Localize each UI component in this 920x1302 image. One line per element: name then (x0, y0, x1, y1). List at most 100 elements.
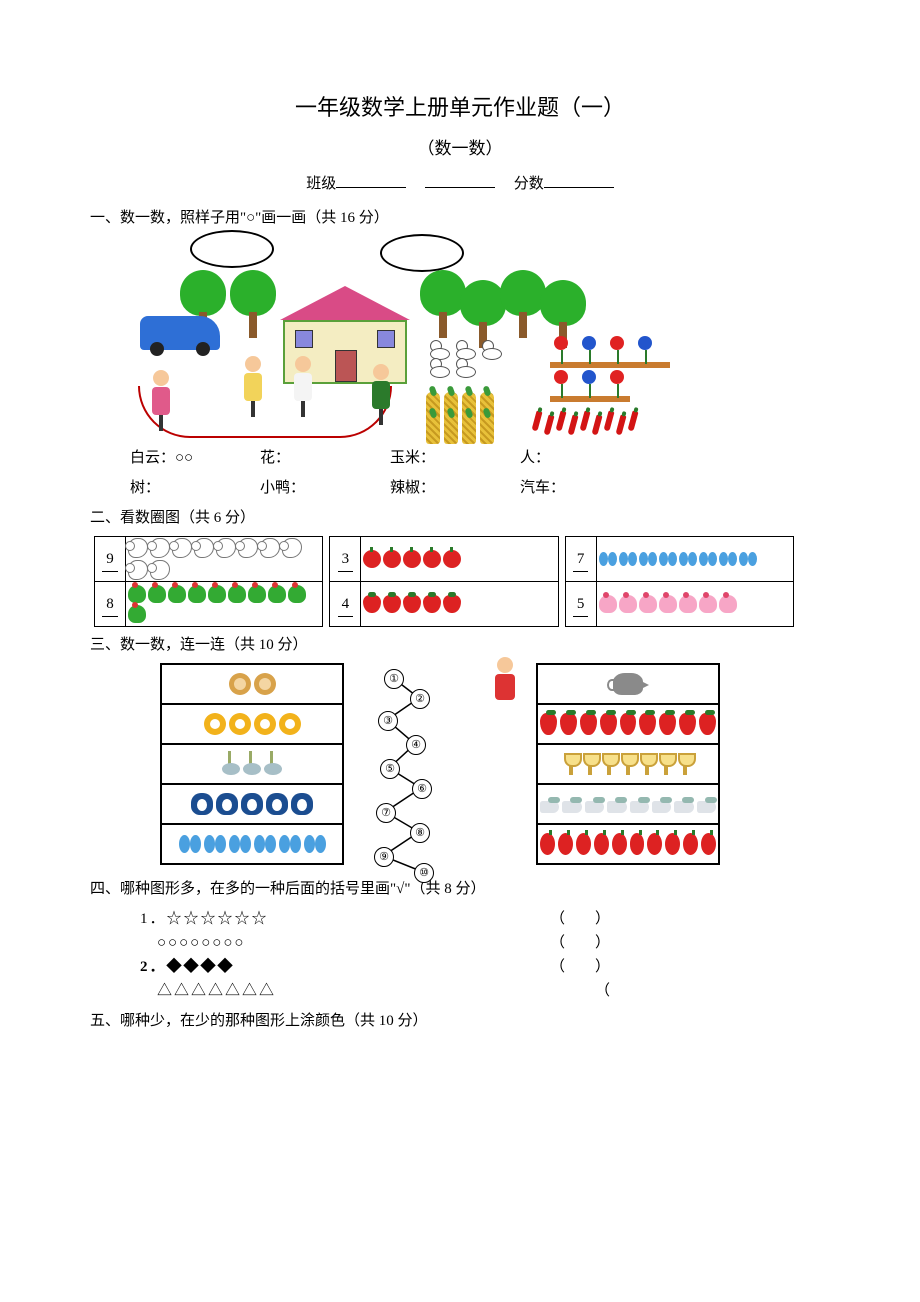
q3-row[interactable] (538, 785, 718, 825)
apple2-icon (540, 833, 555, 855)
plane-icon (630, 801, 649, 813)
butterfly-icon (659, 550, 677, 568)
q2-pics[interactable] (126, 582, 322, 626)
q4-paren[interactable]: （ ） (550, 931, 610, 955)
q2-number: 8 (95, 582, 126, 626)
q1-answer-item[interactable]: 辣椒： (390, 476, 520, 500)
q1-answer-item[interactable]: 玉米： (390, 446, 520, 470)
flower-icon (610, 370, 626, 398)
duck2-icon (128, 560, 148, 580)
q4-paren[interactable]: （ (595, 979, 610, 1003)
chili-icon (628, 411, 639, 432)
duck-icon (430, 358, 452, 376)
apple2-icon (701, 833, 716, 855)
score-label: 分数 (514, 176, 544, 192)
q2-pics[interactable] (597, 582, 793, 626)
duck2-icon (150, 560, 170, 580)
q3-row[interactable] (538, 825, 718, 863)
penguin-icon (216, 793, 238, 815)
q4-paren[interactable]: （ ） (550, 907, 610, 931)
q3-row[interactable] (538, 745, 718, 785)
q2-row: 8 (95, 582, 322, 626)
apple-icon (423, 550, 441, 568)
cloud-icon (380, 234, 464, 272)
q3-row[interactable] (162, 825, 342, 863)
duck-icon (430, 340, 452, 358)
q1-answer-item[interactable]: 人： (520, 446, 650, 470)
class-label: 班级 (306, 176, 336, 192)
q1-answer-item[interactable]: 花： (260, 446, 390, 470)
duck2-icon (128, 538, 148, 558)
tiger-icon (254, 713, 276, 735)
q2-pics[interactable] (361, 537, 557, 581)
strawberry-icon (423, 595, 441, 613)
corn-icon (426, 414, 440, 444)
parrot-icon (128, 585, 146, 603)
q3-row[interactable] (162, 785, 342, 825)
chili-icon (592, 415, 603, 436)
bird-icon (719, 595, 737, 613)
q3-row[interactable] (162, 705, 342, 745)
apple-icon (403, 550, 421, 568)
cup-icon (677, 753, 693, 775)
strawb-icon (699, 713, 716, 735)
q3-row[interactable] (162, 665, 342, 705)
form-line: 班级 分数 (90, 172, 830, 196)
tiger-icon (204, 713, 226, 735)
q3-row[interactable] (538, 705, 718, 745)
parrot-icon (228, 585, 246, 603)
chili-icon (604, 411, 615, 432)
q4-paren[interactable]: （ ） (550, 955, 610, 979)
q1-answer-item[interactable]: 汽车： (520, 476, 650, 500)
q4-line: ○○○○○○○○（ ） (140, 931, 610, 955)
score-blank[interactable] (544, 172, 614, 188)
flower-icon (638, 336, 654, 364)
cup-icon (582, 753, 598, 775)
strawb-icon (540, 713, 557, 735)
strawberry-icon (443, 595, 461, 613)
q2-col: 98 (94, 536, 323, 627)
flower-icon (610, 336, 626, 364)
q3-heading: 三、数一数，连一连（共 10 分） (90, 633, 830, 657)
q3-row[interactable] (538, 665, 718, 705)
tiger-icon (229, 713, 251, 735)
duck-icon (482, 340, 504, 358)
q2-row: 3 (330, 537, 557, 582)
q4-shapes: 2．◆◆◆◆ (140, 955, 235, 979)
penguin-icon (291, 793, 313, 815)
q1-answer-item[interactable]: 白云：○○ (130, 446, 260, 470)
strawb-icon (659, 713, 676, 735)
bird-icon (639, 595, 657, 613)
q2-pics[interactable] (126, 537, 322, 581)
q2-row: 7 (566, 537, 793, 582)
butterfly-icon (719, 550, 737, 568)
plane-icon (607, 801, 626, 813)
apple2-icon (594, 833, 609, 855)
penguin-icon (191, 793, 213, 815)
q2-number: 3 (330, 537, 361, 581)
q3-wrap: ①②③④⑤⑥⑦⑧⑨⑩ (160, 663, 720, 865)
butterfly-icon (619, 550, 637, 568)
q1-answer-item[interactable]: 小鸭： (260, 476, 390, 500)
q1-answers: 白云：○○花：玉米：人： 树：小鸭：辣椒：汽车： (130, 446, 830, 500)
butterfly-icon (599, 550, 617, 568)
strawb-icon (580, 713, 597, 735)
duck-icon (456, 340, 478, 358)
plane-icon (585, 801, 604, 813)
q1-answer-item[interactable]: 树： (130, 476, 260, 500)
q3-row[interactable] (162, 745, 342, 785)
cup-icon (563, 753, 579, 775)
q2-pics[interactable] (361, 582, 557, 626)
class-blank[interactable] (336, 172, 406, 188)
bird-icon (619, 595, 637, 613)
kid-icon (148, 370, 174, 430)
chili-icon (580, 411, 591, 432)
q2-number: 9 (95, 537, 126, 581)
q3-left (160, 663, 344, 865)
plane-icon (652, 801, 671, 813)
strawb-icon (639, 713, 656, 735)
name-blank[interactable] (425, 172, 495, 188)
chili-icon (532, 411, 543, 432)
q2-pics[interactable] (597, 537, 793, 581)
parrot-icon (128, 605, 146, 623)
